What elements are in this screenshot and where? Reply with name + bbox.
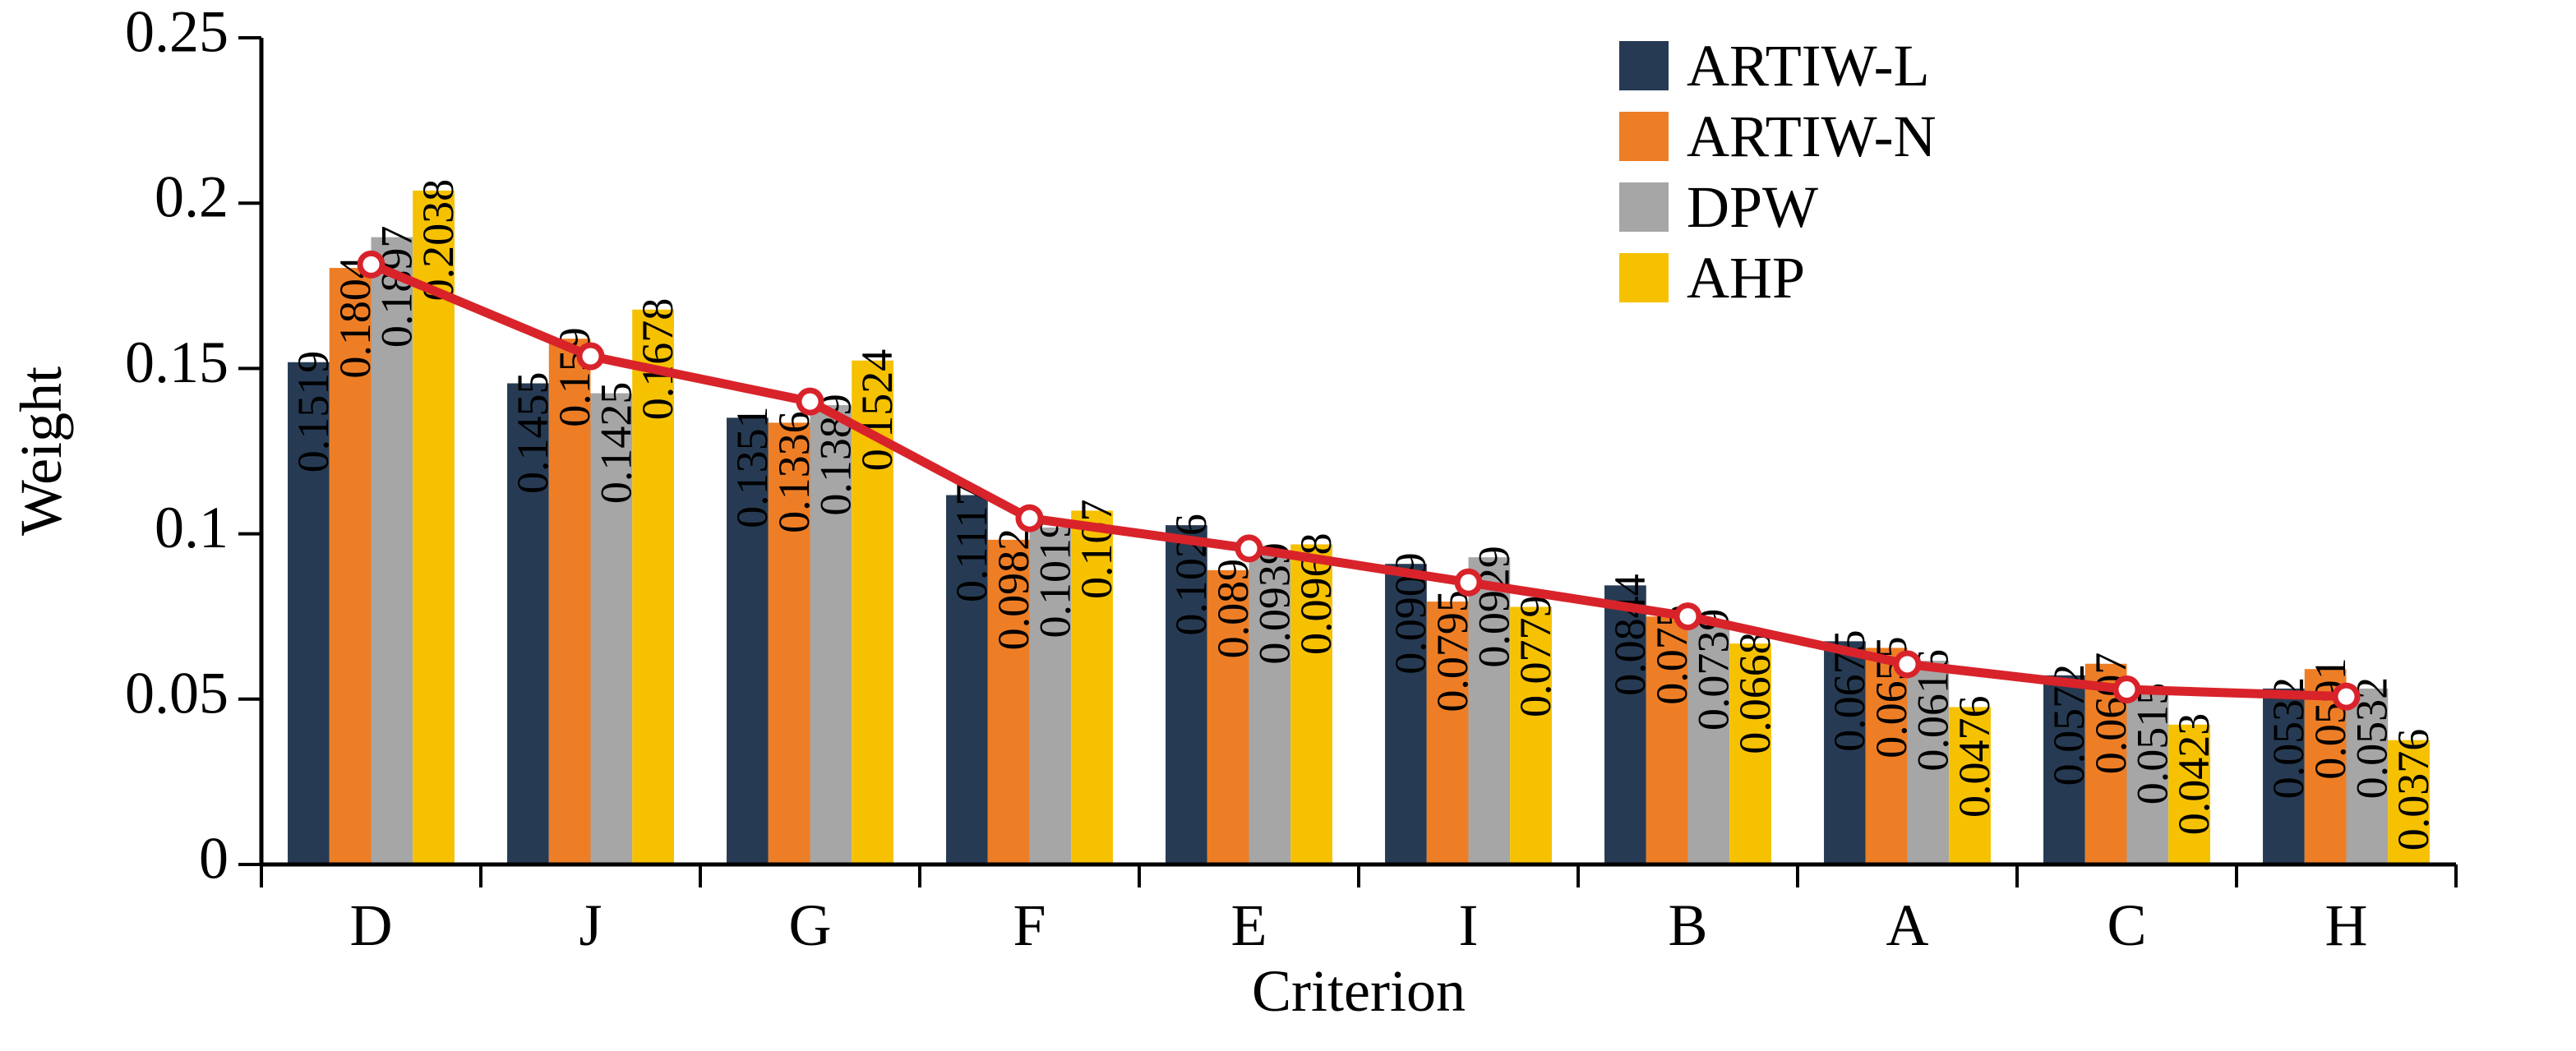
chart-canvas: 00.050.10.150.20.250.15190.18040.18970.2… [0, 0, 2576, 1051]
mean-marker-fill [2119, 681, 2135, 698]
bar-value-label: 0.0968 [1291, 532, 1341, 655]
bar-value-label: 0.0376 [2389, 729, 2438, 851]
x-category-H: H [2325, 892, 2368, 958]
mean-marker-fill [363, 256, 380, 273]
mean-marker-fill [1900, 656, 1916, 672]
mean-marker-fill [1022, 510, 1038, 527]
legend-swatch-DPW [1619, 182, 1669, 232]
legend-swatch-AHP [1619, 253, 1669, 302]
x-category-I: I [1459, 892, 1479, 958]
x-category-C: C [2107, 892, 2146, 958]
mean-marker-fill [1680, 608, 1697, 625]
mean-marker-fill [2338, 689, 2355, 705]
x-axis-title: Criterion [1252, 958, 1466, 1024]
bar-value-label: 0.0423 [2169, 713, 2218, 836]
bar-value-label: 0.0779 [1511, 596, 1560, 718]
legend-label-DPW: DPW [1687, 174, 1818, 240]
y-tick-label: 0.05 [125, 660, 229, 726]
x-category-G: G [789, 892, 832, 958]
x-category-E: E [1231, 892, 1267, 958]
bar-value-label: 0.1524 [852, 349, 902, 472]
bar-value-label: 0.107 [1072, 499, 1121, 599]
x-category-A: A [1886, 892, 1929, 958]
legend-swatch-ARTIW-N [1619, 112, 1669, 161]
y-tick-label: 0 [199, 826, 229, 892]
legend-label-AHP: AHP [1687, 245, 1805, 311]
legend-swatch-ARTIW-L [1619, 41, 1669, 90]
bar-value-label: 0.1678 [633, 298, 682, 421]
mean-marker-fill [583, 348, 599, 365]
legend-label-ARTIW-L: ARTIW-L [1687, 33, 1930, 99]
x-category-D: D [350, 892, 393, 958]
y-tick-label: 0.2 [155, 164, 229, 230]
legend-label-ARTIW-N: ARTIW-N [1687, 104, 1937, 169]
y-tick-label: 0.25 [125, 0, 229, 65]
x-category-F: F [1013, 892, 1046, 958]
x-category-J: J [579, 892, 602, 958]
mean-marker-fill [802, 394, 819, 410]
mean-marker-fill [1461, 574, 1477, 591]
bar-value-label: 0.0476 [1950, 695, 1999, 818]
y-axis-title: Weight [8, 366, 74, 536]
mean-marker-fill [1241, 540, 1258, 556]
y-tick-label: 0.1 [155, 495, 229, 560]
y-tick-label: 0.15 [125, 330, 229, 395]
x-category-B: B [1668, 892, 1707, 958]
bar-value-label: 0.0668 [1730, 632, 1780, 754]
weights-chart: 00.050.10.150.20.250.15190.18040.18970.2… [0, 0, 2576, 1051]
